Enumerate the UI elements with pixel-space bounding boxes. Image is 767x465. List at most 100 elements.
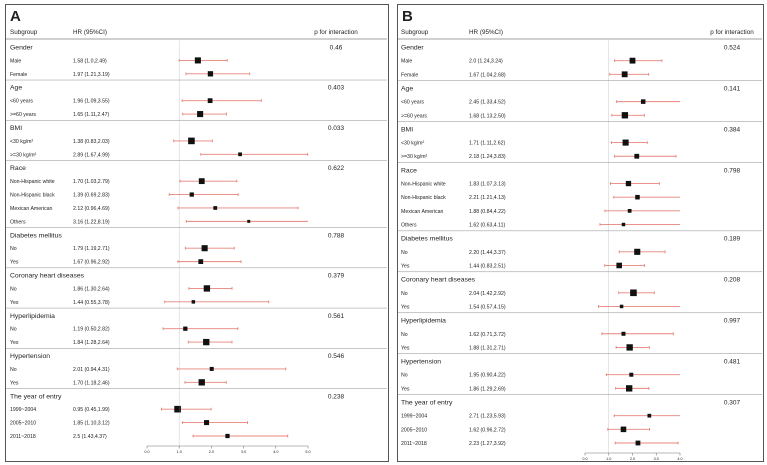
row-label: Mexican American — [10, 206, 52, 212]
row-hr-ci: 1.70 (1.18,2.46) — [73, 380, 110, 386]
hr-point — [635, 440, 641, 446]
row-hr-ci: 1.62 (0.96,2.72) — [469, 427, 506, 433]
row-hr-ci: 1.83 (1.07,3.13) — [469, 182, 506, 188]
x-tick-label: 1.0 — [177, 450, 182, 454]
row-hr-ci: 1.85 (1.10,3.12) — [73, 421, 110, 427]
forest-panel-a: A Subgroup HR (95%CI) p for interaction Gend… — [5, 4, 389, 462]
hr-point — [620, 426, 627, 433]
panel-frame — [397, 4, 764, 462]
row-hr-ci: 1.88 (1.31,2.71) — [469, 345, 506, 351]
row-hr-ci: 1.67 (0.96,2.92) — [73, 260, 110, 266]
hr-point — [238, 152, 242, 157]
x-tick-label: 3.0 — [241, 450, 246, 454]
row-label: No — [401, 373, 408, 379]
hr-point — [174, 405, 181, 413]
p-interaction-value: 0.561 — [328, 313, 345, 320]
hr-point — [625, 180, 632, 187]
x-tick-label: 0.0 — [582, 457, 587, 461]
hr-point — [629, 372, 634, 377]
hr-point — [621, 222, 626, 227]
p-interaction-value: 0.384 — [724, 126, 741, 133]
x-tick-label: 2.0 — [630, 457, 635, 461]
group-title: Hypertension — [10, 353, 50, 360]
row-hr-ci: 1.44 (0.83,2.51) — [469, 263, 506, 269]
row-hr-ci: 3.16 (1.22,8.19) — [73, 219, 110, 225]
row-label: Non-Hispanic black — [10, 193, 55, 199]
p-interaction-value: 0.622 — [328, 165, 345, 172]
hr-point — [203, 285, 211, 292]
hr-point — [619, 304, 624, 309]
group-title: Hypertension — [401, 359, 441, 366]
hr-point — [616, 262, 622, 269]
p-interaction-value: 0.524 — [724, 45, 741, 52]
row-hr-ci: 1.95 (0.90,4.22) — [469, 373, 506, 379]
row-hr-ci: 1.97 (1.21,3.19) — [73, 72, 110, 78]
hr-point — [213, 206, 218, 210]
row-label: 1999~2004 — [401, 414, 427, 420]
row-label: 2005~2010 — [10, 421, 36, 427]
hr-point — [629, 57, 636, 64]
row-hr-ci: 1.86 (1.29,2.69) — [469, 386, 506, 392]
row-hr-ci: 2.71 (1.23,5.93) — [469, 414, 506, 420]
group-title: Race — [401, 167, 417, 174]
row-label: Yes — [10, 340, 19, 346]
group-title: Hyperlipidemia — [401, 318, 446, 325]
row-hr-ci: 2.89 (1.67,4.99) — [73, 152, 110, 158]
row-label: Yes — [401, 263, 410, 269]
hr-point — [204, 420, 210, 426]
hr-point — [630, 289, 637, 297]
group-title: The year of entry — [401, 400, 453, 407]
row-hr-ci: 1.54 (0.57,4.15) — [469, 304, 506, 310]
hr-point — [247, 219, 251, 223]
row-label: <30 kg/m² — [10, 139, 33, 145]
group-title: Race — [10, 165, 26, 172]
subgroup-header: Subgroup — [10, 29, 38, 36]
hr-point — [621, 71, 628, 78]
row-hr-ci: 1.44 (0.55,3.78) — [73, 300, 110, 306]
hr-point — [622, 139, 629, 146]
row-hr-ci: 1.67 (1.04,2.68) — [469, 72, 506, 78]
row-hr-ci: 2.5 (1.43,4.37) — [73, 434, 107, 440]
p-interaction-value: 0.481 — [724, 359, 741, 366]
hr-point — [207, 98, 213, 104]
p-interaction-value: 0.033 — [328, 125, 345, 132]
row-label: <60 years — [10, 99, 33, 105]
row-label: Yes — [401, 386, 410, 392]
row-label: Mexican American — [401, 209, 443, 215]
x-tick-label: 4.0 — [677, 457, 682, 461]
row-label: Male — [401, 59, 412, 65]
hr-point — [188, 137, 195, 145]
row-label: >=60 years — [10, 112, 36, 118]
group-title: Age — [10, 85, 22, 92]
hr-point — [634, 248, 641, 255]
p-interaction-value: 0.997 — [724, 318, 741, 325]
row-label: Yes — [401, 345, 410, 351]
row-label: Yes — [401, 304, 410, 310]
group-title: Age — [401, 85, 413, 92]
row-label: Non-Hispanic black — [401, 195, 446, 201]
hr-point — [626, 344, 633, 351]
row-hr-ci: 2.21 (1.21,4.13) — [469, 195, 506, 201]
row-label: Female — [401, 72, 418, 78]
group-title: Coronary heart diseases — [401, 277, 476, 284]
row-label: No — [10, 327, 17, 333]
p-interaction-value: 0.798 — [724, 167, 741, 174]
hr-point — [189, 192, 194, 197]
row-label: Yes — [10, 380, 19, 386]
p-interaction-value: 0.307 — [724, 400, 741, 407]
p-interaction-value: 0.403 — [328, 85, 345, 92]
row-label: Non-Hispanic white — [401, 182, 446, 188]
row-label: No — [10, 286, 17, 292]
group-title: Diabetes mellitus — [10, 232, 62, 239]
row-label: No — [401, 250, 408, 256]
row-label: 2005~2010 — [401, 427, 427, 433]
row-label: No — [10, 367, 17, 373]
hr-point — [198, 259, 204, 265]
row-hr-ci: 1.96 (1.09,3.55) — [73, 99, 110, 105]
p-interaction-value: 0.379 — [328, 273, 345, 280]
panel-label: B — [402, 8, 413, 25]
row-hr-ci: 1.62 (0.71,3.72) — [469, 332, 506, 338]
group-title: BMI — [10, 125, 22, 132]
hr-point — [191, 300, 196, 304]
